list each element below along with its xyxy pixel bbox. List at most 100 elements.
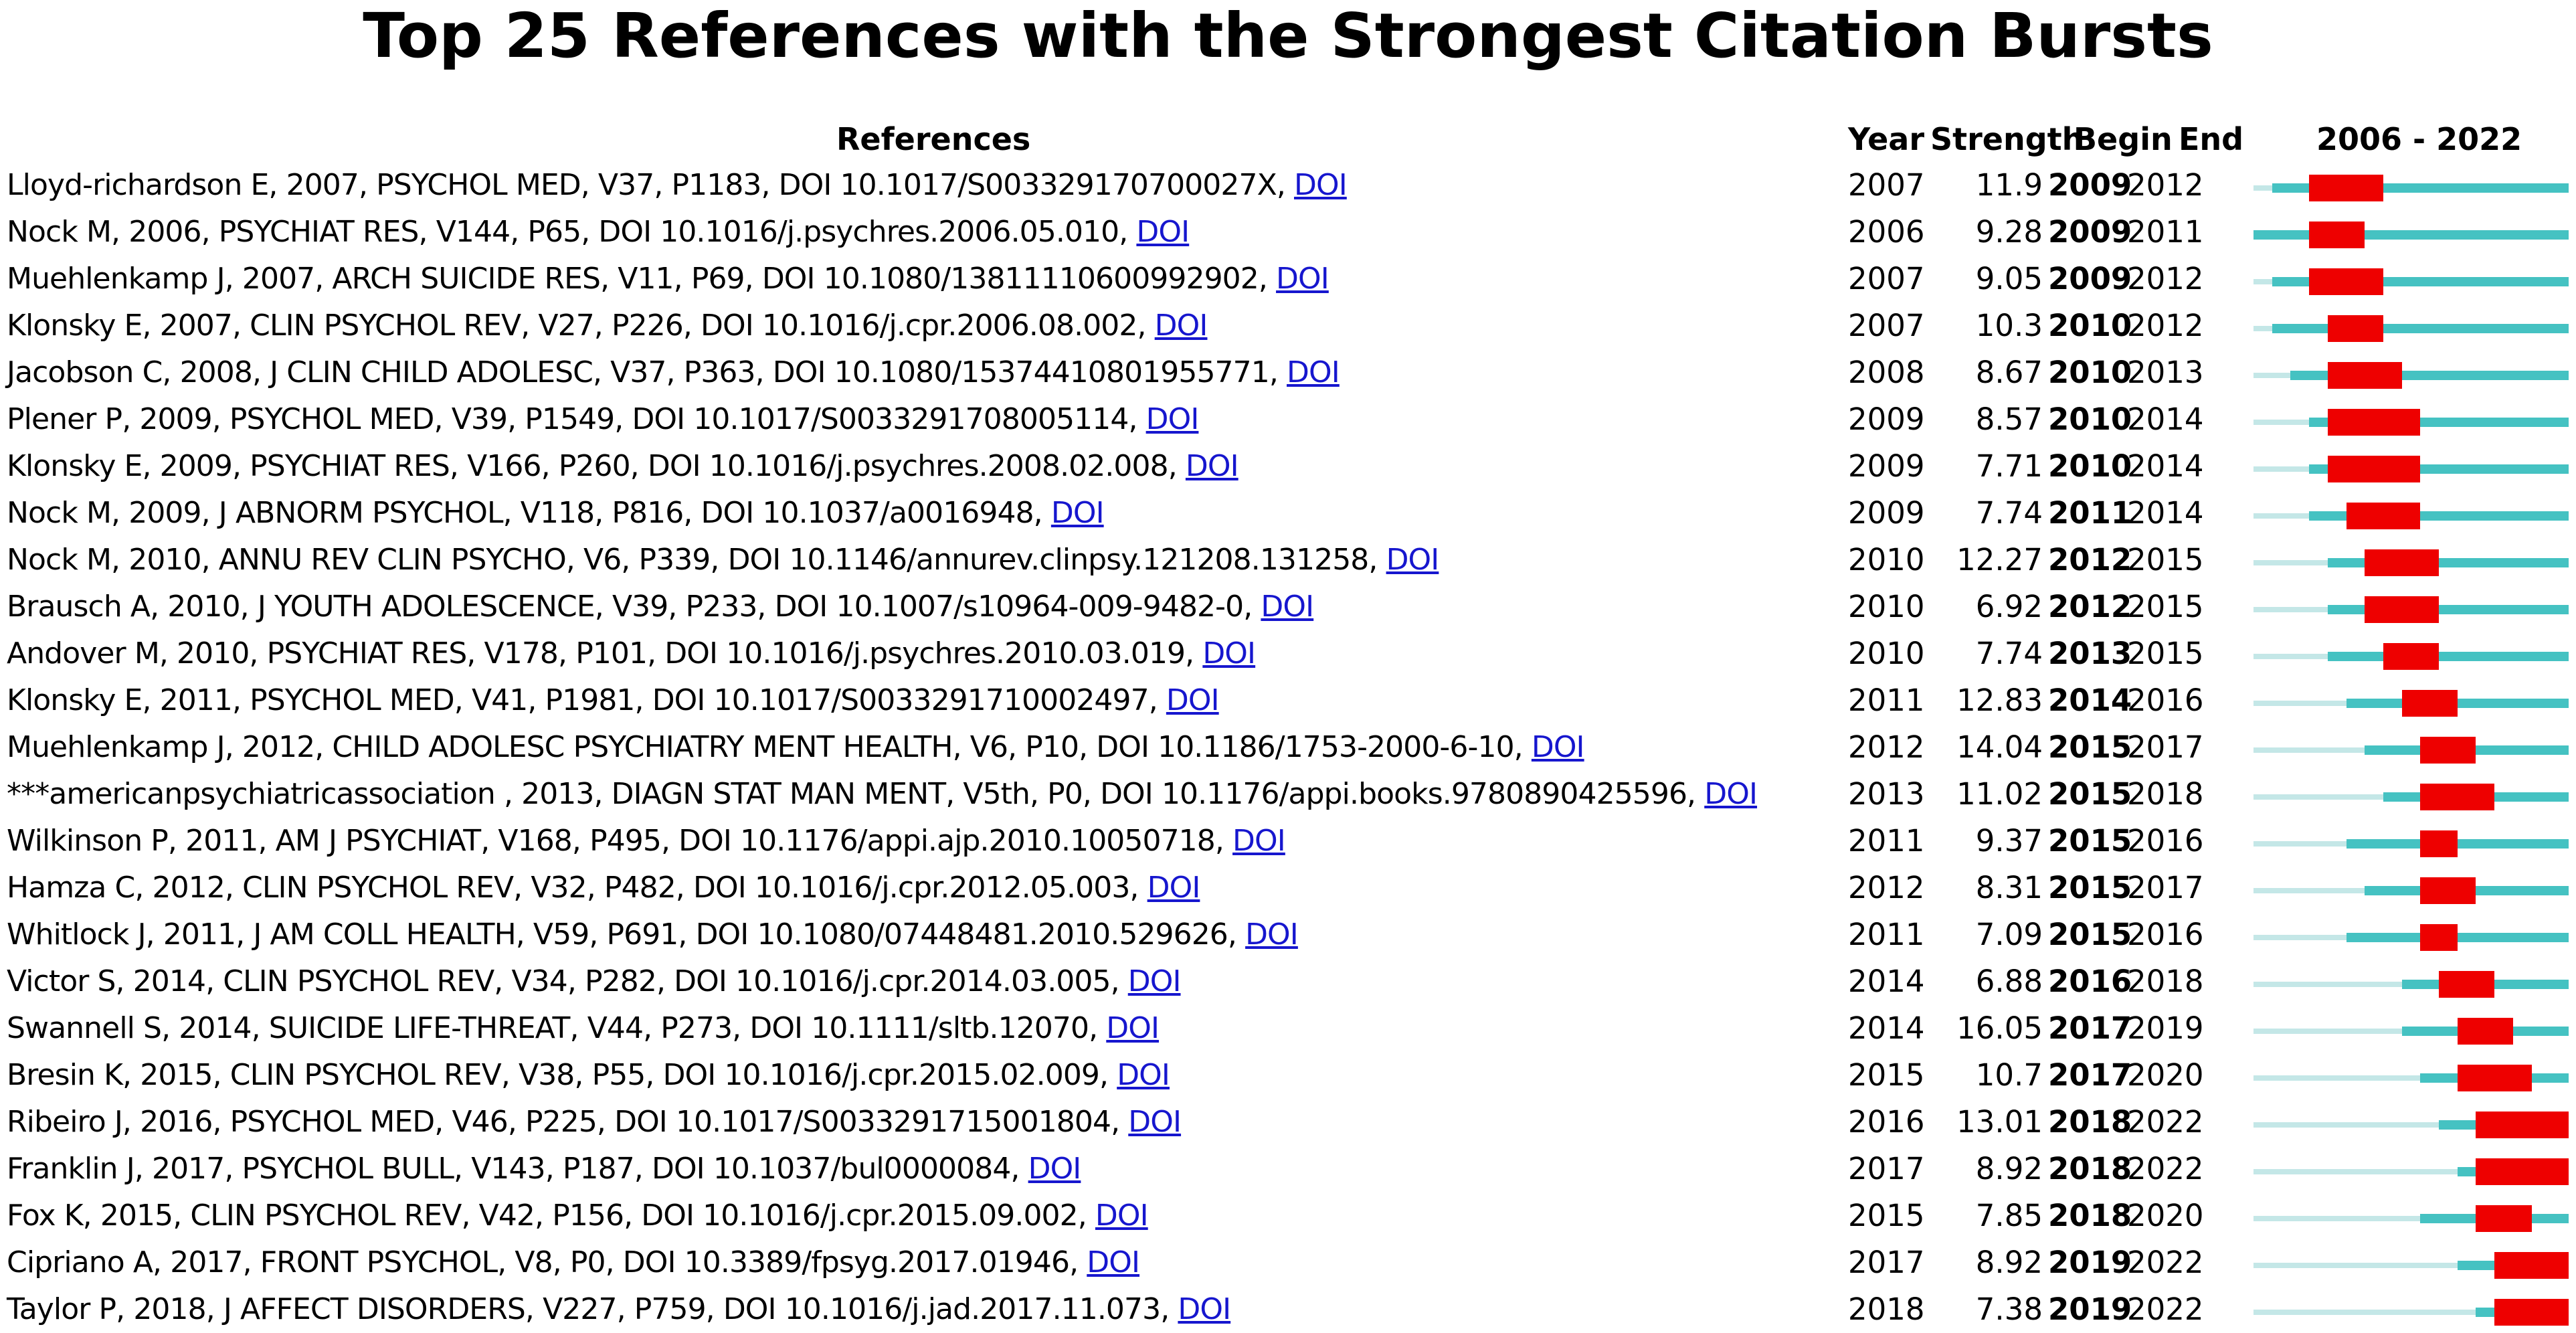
burst-segment bbox=[2309, 175, 2383, 201]
doi-link[interactable]: DOI bbox=[1704, 777, 1758, 811]
strength-cell: 10.3 bbox=[1975, 308, 2043, 343]
strength-cell: 6.92 bbox=[1975, 589, 2043, 624]
doi-link[interactable]: DOI bbox=[1287, 355, 1340, 389]
strength-cell: 16.05 bbox=[1956, 1010, 2043, 1046]
end-cell: 2022 bbox=[2127, 1292, 2204, 1327]
burst-segment bbox=[2476, 1112, 2569, 1138]
doi-link[interactable]: DOI bbox=[1294, 168, 1348, 202]
end-cell: 2015 bbox=[2127, 542, 2204, 577]
reference-cell: Swannell S, 2014, SUICIDE LIFE-THREAT, V… bbox=[7, 1005, 1160, 1052]
burst-segment bbox=[2476, 1158, 2569, 1185]
doi-link[interactable]: DOI bbox=[1386, 543, 1440, 577]
year-cell: 2010 bbox=[1848, 589, 1925, 624]
reference-cell: Taylor P, 2018, J AFFECT DISORDERS, V227… bbox=[7, 1286, 1231, 1333]
pre-publication-segment bbox=[2253, 560, 2328, 565]
begin-cell: 2009 bbox=[2048, 214, 2132, 250]
doi-link[interactable]: DOI bbox=[1202, 636, 1256, 671]
burst-segment bbox=[2383, 643, 2440, 670]
begin-cell: 2010 bbox=[2048, 448, 2132, 484]
year-cell: 2017 bbox=[1848, 1151, 1925, 1186]
burst-timeline bbox=[2253, 456, 2569, 482]
doi-link[interactable]: DOI bbox=[1050, 496, 1105, 530]
pre-publication-segment bbox=[2253, 420, 2310, 425]
burst-timeline bbox=[2253, 784, 2569, 810]
end-cell: 2015 bbox=[2127, 589, 2204, 624]
table-row: Swannell S, 2014, SUICIDE LIFE-THREAT, V… bbox=[0, 1005, 2576, 1052]
reference-text: Brausch A, 2010, J YOUTH ADOLESCENCE, V3… bbox=[7, 590, 1261, 624]
doi-link[interactable]: DOI bbox=[1154, 308, 1208, 343]
header-end: End bbox=[2179, 121, 2244, 157]
year-cell: 2016 bbox=[1848, 1104, 1925, 1140]
pre-publication-segment bbox=[2253, 701, 2347, 706]
reference-text: Victor S, 2014, CLIN PSYCHOL REV, V34, P… bbox=[7, 964, 1128, 998]
table-row: Muehlenkamp J, 2007, ARCH SUICIDE RES, V… bbox=[0, 256, 2576, 302]
year-cell: 2006 bbox=[1848, 214, 1925, 250]
doi-link[interactable]: DOI bbox=[1261, 590, 1314, 624]
doi-link[interactable]: DOI bbox=[1147, 871, 1201, 905]
end-cell: 2017 bbox=[2127, 729, 2204, 765]
reference-cell: Nock M, 2010, ANNU REV CLIN PSYCHO, V6, … bbox=[7, 537, 1439, 584]
begin-cell: 2015 bbox=[2048, 776, 2132, 812]
strength-cell: 9.28 bbox=[1975, 214, 2043, 250]
doi-link[interactable]: DOI bbox=[1095, 1198, 1149, 1233]
pre-publication-segment bbox=[2253, 607, 2328, 612]
strength-cell: 6.88 bbox=[1975, 964, 2043, 999]
doi-link[interactable]: DOI bbox=[1166, 683, 1220, 717]
header-year: Year bbox=[1848, 121, 1925, 157]
reference-text: Bresin K, 2015, CLIN PSYCHOL REV, V38, P… bbox=[7, 1058, 1117, 1092]
cited-period-segment bbox=[2346, 839, 2569, 849]
strength-cell: 11.9 bbox=[1975, 167, 2043, 203]
reference-cell: Whitlock J, 2011, J AM COLL HEALTH, V59,… bbox=[7, 911, 1299, 958]
burst-segment bbox=[2420, 784, 2495, 810]
begin-cell: 2015 bbox=[2048, 729, 2132, 765]
year-cell: 2007 bbox=[1848, 167, 1925, 203]
year-cell: 2008 bbox=[1848, 355, 1925, 390]
doi-link[interactable]: DOI bbox=[1232, 824, 1286, 858]
table-row: Klonsky E, 2011, PSYCHOL MED, V41, P1981… bbox=[0, 677, 2576, 724]
doi-link[interactable]: DOI bbox=[1128, 1105, 1182, 1139]
end-cell: 2018 bbox=[2127, 964, 2204, 999]
table-row: Hamza C, 2012, CLIN PSYCHOL REV, V32, P4… bbox=[0, 865, 2576, 911]
reference-text: Hamza C, 2012, CLIN PSYCHOL REV, V32, P4… bbox=[7, 871, 1147, 905]
burst-timeline bbox=[2253, 971, 2569, 998]
burst-timeline bbox=[2253, 690, 2569, 717]
chart-title: Top 25 References with the Strongest Cit… bbox=[363, 0, 2213, 72]
strength-cell: 12.27 bbox=[1956, 542, 2043, 577]
pre-publication-segment bbox=[2253, 888, 2365, 893]
header-begin: Begin bbox=[2074, 121, 2173, 157]
cited-period-segment bbox=[2327, 605, 2569, 614]
reference-text: Klonsky E, 2011, PSYCHOL MED, V41, P1981… bbox=[7, 683, 1166, 717]
begin-cell: 2009 bbox=[2048, 261, 2132, 296]
burst-timeline bbox=[2253, 175, 2569, 201]
begin-cell: 2012 bbox=[2048, 589, 2132, 624]
strength-cell: 7.71 bbox=[1975, 448, 2043, 484]
doi-link[interactable]: DOI bbox=[1178, 1292, 1231, 1326]
year-cell: 2014 bbox=[1848, 1010, 1925, 1046]
doi-link[interactable]: DOI bbox=[1106, 1011, 1160, 1045]
table-row: Whitlock J, 2011, J AM COLL HEALTH, V59,… bbox=[0, 911, 2576, 958]
pre-publication-segment bbox=[2253, 1263, 2458, 1268]
doi-link[interactable]: DOI bbox=[1087, 1245, 1140, 1279]
reference-text: Klonsky E, 2007, CLIN PSYCHOL REV, V27, … bbox=[7, 308, 1155, 343]
end-cell: 2011 bbox=[2127, 214, 2204, 250]
cited-period-segment bbox=[2327, 558, 2569, 567]
burst-timeline bbox=[2253, 1018, 2569, 1045]
doi-link[interactable]: DOI bbox=[1028, 1152, 1082, 1186]
doi-link[interactable]: DOI bbox=[1185, 449, 1239, 483]
doi-link[interactable]: DOI bbox=[1531, 730, 1585, 764]
reference-cell: Klonsky E, 2007, CLIN PSYCHOL REV, V27, … bbox=[7, 302, 1208, 349]
reference-cell: Franklin J, 2017, PSYCHOL BULL, V143, P1… bbox=[7, 1146, 1081, 1192]
burst-timeline bbox=[2253, 1252, 2569, 1279]
doi-link[interactable]: DOI bbox=[1117, 1058, 1170, 1092]
table-row: Wilkinson P, 2011, AM J PSYCHIAT, V168, … bbox=[0, 818, 2576, 865]
doi-link[interactable]: DOI bbox=[1136, 215, 1190, 249]
doi-link[interactable]: DOI bbox=[1145, 402, 1200, 436]
doi-link[interactable]: DOI bbox=[1127, 964, 1182, 998]
strength-cell: 8.31 bbox=[1975, 870, 2043, 905]
burst-segment bbox=[2420, 737, 2476, 764]
doi-link[interactable]: DOI bbox=[1245, 917, 1299, 952]
table-row: Plener P, 2009, PSYCHOL MED, V39, P1549,… bbox=[0, 396, 2576, 443]
doi-link[interactable]: DOI bbox=[1276, 262, 1329, 296]
reference-text: Muehlenkamp J, 2007, ARCH SUICIDE RES, V… bbox=[7, 262, 1277, 296]
end-cell: 2022 bbox=[2127, 1104, 2204, 1140]
